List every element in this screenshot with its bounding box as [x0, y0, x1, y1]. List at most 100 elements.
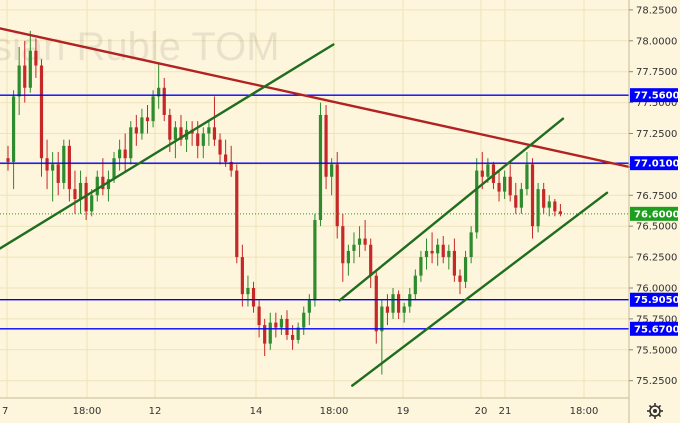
candle: [508, 164, 512, 202]
candle-body: [224, 154, 228, 162]
candle-body: [324, 114, 328, 177]
candle: [352, 232, 356, 264]
candle: [151, 90, 155, 128]
candle-body: [525, 164, 529, 190]
candle-body: [134, 127, 138, 134]
price-tick-label: 77.7500: [636, 67, 677, 78]
trendline-channel-upper[interactable]: [338, 117, 565, 302]
symbol-watermark: sian Ruble TOM: [0, 25, 280, 69]
candle-body: [519, 189, 523, 208]
time-tick-label: 18:00: [320, 406, 349, 417]
candle-body: [486, 164, 490, 177]
candle-body: [463, 257, 468, 282]
candle: [402, 302, 406, 323]
candle-body: [436, 244, 440, 254]
candle: [363, 220, 367, 251]
candle: [224, 139, 228, 167]
price-tick-label: 77.5000: [636, 98, 677, 109]
candle-body: [402, 306, 406, 313]
candle-body: [547, 201, 551, 208]
candle: [157, 63, 161, 109]
candle: [335, 152, 339, 239]
candle-body: [229, 161, 233, 171]
candle-body: [67, 145, 71, 190]
candle: [458, 269, 462, 295]
candle: [201, 127, 205, 159]
current-price-badge: 76.6000: [630, 206, 680, 221]
trendline-channel-lower[interactable]: [351, 191, 609, 387]
candle-body: [129, 127, 133, 159]
candle-body: [341, 226, 345, 264]
horizontal-levels[interactable]: [0, 94, 629, 330]
candle-body: [162, 87, 166, 115]
candle-body: [28, 50, 32, 88]
gear-icon[interactable]: [647, 403, 663, 419]
time-tick-label: 18:00: [570, 406, 599, 417]
candle: [73, 170, 77, 214]
candle: [530, 158, 535, 239]
candle-body: [106, 179, 111, 190]
candle-body: [240, 257, 244, 295]
price-badges: 77.5600 77.0100 75.9050 75.6700 76.6000: [0, 88, 680, 336]
price-tick-label: 76.7500: [636, 191, 677, 202]
candle-body: [558, 211, 563, 214]
candle: [374, 269, 378, 344]
time-axis[interactable]: 7 18:00 12 14 18:00 19 20 21 18:00: [2, 406, 598, 417]
candle-body: [553, 201, 557, 212]
candle-body: [34, 50, 38, 66]
candle-body: [90, 195, 94, 212]
candle-body: [285, 318, 289, 335]
level-badge-bg: [630, 321, 678, 336]
level-badge: 77.5600: [630, 88, 680, 103]
candle-body: [118, 149, 122, 159]
time-tick-label: 14: [250, 406, 263, 417]
trendline-support[interactable]: [0, 43, 335, 250]
candle-body: [73, 189, 77, 199]
candle: [274, 312, 278, 338]
level-badge: 75.6700: [630, 321, 680, 336]
candle: [129, 121, 133, 165]
candle-body: [11, 96, 16, 162]
trendlines[interactable]: [0, 27, 631, 387]
candle: [558, 203, 563, 217]
candle-body: [413, 275, 417, 295]
candle: [6, 145, 10, 171]
price-tick-label: 75.7500: [636, 314, 677, 325]
candle: [140, 108, 144, 140]
candle-body: [380, 306, 384, 332]
candle-body: [112, 158, 116, 180]
candle-body: [274, 322, 278, 328]
candle-body: [302, 312, 306, 328]
candle-body: [151, 96, 155, 122]
candle: [11, 90, 16, 190]
candle-body: [279, 318, 284, 328]
candle: [463, 250, 468, 288]
candle: [357, 226, 362, 258]
trendline-resistance[interactable]: [0, 27, 631, 169]
candle: [268, 312, 272, 350]
candle: [263, 318, 267, 356]
candle-body: [168, 114, 172, 140]
candle: [419, 250, 423, 282]
candle: [67, 139, 71, 202]
candle: [424, 238, 429, 270]
candle-body: [307, 300, 311, 313]
candle: [101, 158, 105, 196]
candle-body: [385, 306, 390, 313]
level-badge-label: 75.9050: [634, 295, 680, 306]
candle-body: [503, 176, 507, 192]
candle: [28, 30, 32, 93]
candle: [413, 269, 417, 301]
candle-body: [363, 238, 367, 245]
level-badge: 75.9050: [630, 292, 680, 307]
candle: [39, 59, 44, 177]
candle-body: [369, 244, 373, 276]
candle: [391, 287, 395, 319]
candle-body: [480, 170, 484, 177]
candle: [497, 170, 501, 202]
candle-body: [263, 325, 267, 344]
candle-body: [357, 238, 362, 245]
candle: [441, 236, 445, 264]
